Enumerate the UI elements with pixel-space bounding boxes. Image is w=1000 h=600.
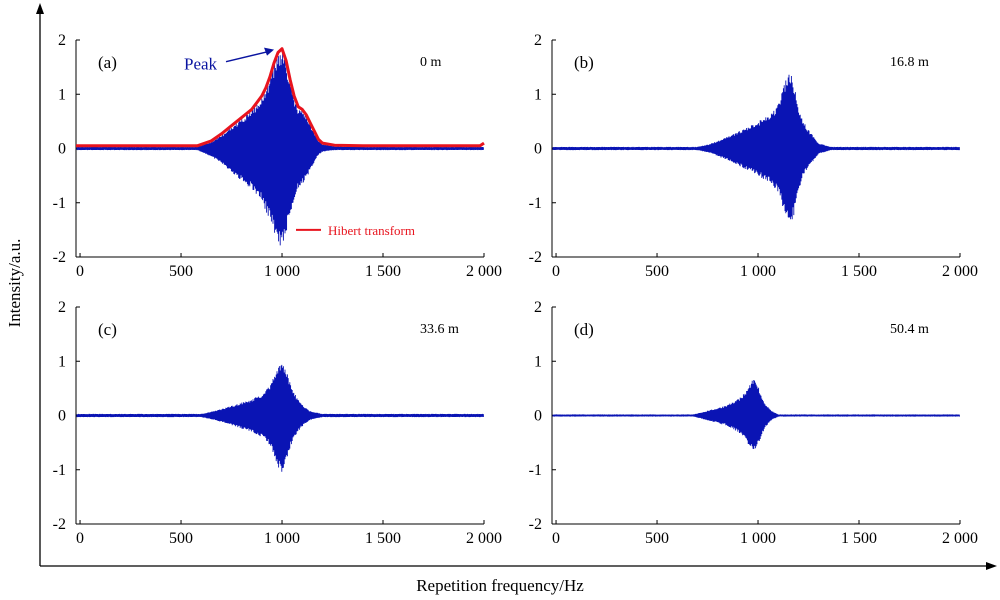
panel-label: (c) — [98, 320, 117, 339]
distance-label: 33.6 m — [420, 322, 459, 337]
x-tick-label: 2 000 — [466, 263, 502, 280]
x-tick-label: 2 000 — [466, 530, 502, 547]
panel-label: (a) — [98, 53, 117, 72]
y-tick-label: -2 — [53, 516, 66, 533]
x-tick-label: 1 000 — [740, 263, 776, 280]
peak-annotation-label: Peak — [184, 55, 218, 74]
y-tick-label: 0 — [58, 141, 66, 158]
legend-label: Hibert transform — [328, 223, 415, 238]
y-tick-label: -2 — [529, 249, 542, 266]
x-tick-label: 500 — [169, 530, 193, 547]
x-tick-label: 0 — [552, 263, 560, 280]
x-tick-label: 1 000 — [264, 530, 300, 547]
x-tick-label: 2 000 — [942, 530, 978, 547]
y-tick-label: -1 — [53, 462, 66, 479]
peak-arrow-line — [225, 49, 273, 63]
x-tick-label: 1 500 — [841, 263, 877, 280]
distance-label: 0 m — [420, 55, 442, 70]
panel-label: (d) — [574, 320, 594, 339]
x-tick-label: 1 000 — [740, 530, 776, 547]
signal-series — [76, 364, 484, 472]
y-tick-label: -2 — [53, 249, 66, 266]
distance-label: 16.8 m — [890, 55, 929, 70]
x-tick-label: 0 — [552, 530, 560, 547]
signal-series — [76, 53, 484, 246]
x-tick-label: 0 — [76, 530, 84, 547]
panel-2: -2 -1 0 1 2 0 500 1 000 1 500 2 000 (b) 16.8 m — [529, 32, 978, 280]
outer-x-axis-arrow-icon — [986, 562, 997, 570]
y-tick-label: -1 — [53, 195, 66, 212]
signal-series — [552, 74, 960, 220]
outer-axes — [36, 3, 997, 570]
x-tick-label: 0 — [76, 263, 84, 280]
y-tick-label: 0 — [534, 141, 542, 158]
x-tick-label: 500 — [645, 263, 669, 280]
signal-series — [552, 380, 960, 449]
y-tick-label: 1 — [58, 353, 66, 370]
y-axis-title: Intensity/a.u. — [5, 239, 24, 328]
distance-label: 50.4 m — [890, 322, 929, 337]
peak-arrow-head-icon — [264, 47, 275, 56]
panel-1: -2 -1 0 1 2 0 500 1 000 1 500 2 000 (a) 0 m Peak Hibe… — [53, 32, 502, 280]
outer-y-axis-arrow-icon — [36, 3, 44, 14]
hilbert-envelope-line — [76, 47, 485, 148]
x-tick-label: 1 500 — [841, 530, 877, 547]
panel-label: (b) — [574, 53, 594, 72]
y-tick-label: 2 — [534, 32, 542, 49]
panel-3: -2 -1 0 1 2 0 500 1 000 1 500 2 000 (c) 33.6 m — [53, 299, 502, 547]
x-axis-title: Repetition frequency/Hz — [416, 576, 584, 595]
x-tick-label: 1 500 — [365, 263, 401, 280]
y-tick-label: 2 — [58, 32, 66, 49]
x-tick-label: 500 — [169, 263, 193, 280]
x-tick-label: 1 000 — [264, 263, 300, 280]
y-tick-label: 2 — [58, 299, 66, 316]
x-tick-label: 500 — [645, 530, 669, 547]
y-tick-label: 2 — [534, 299, 542, 316]
y-tick-label: 0 — [534, 408, 542, 425]
x-tick-label: 1 500 — [365, 530, 401, 547]
x-tick-label: 2 000 — [942, 263, 978, 280]
y-tick-label: 1 — [534, 86, 542, 103]
panel-4: -2 -1 0 1 2 0 500 1 000 1 500 2 000 (d) 50.4 m — [529, 299, 978, 547]
y-tick-label: -1 — [529, 462, 542, 479]
y-tick-label: 1 — [534, 353, 542, 370]
y-tick-label: -1 — [529, 195, 542, 212]
y-tick-label: 1 — [58, 86, 66, 103]
y-tick-label: -2 — [529, 516, 542, 533]
y-tick-label: 0 — [58, 408, 66, 425]
